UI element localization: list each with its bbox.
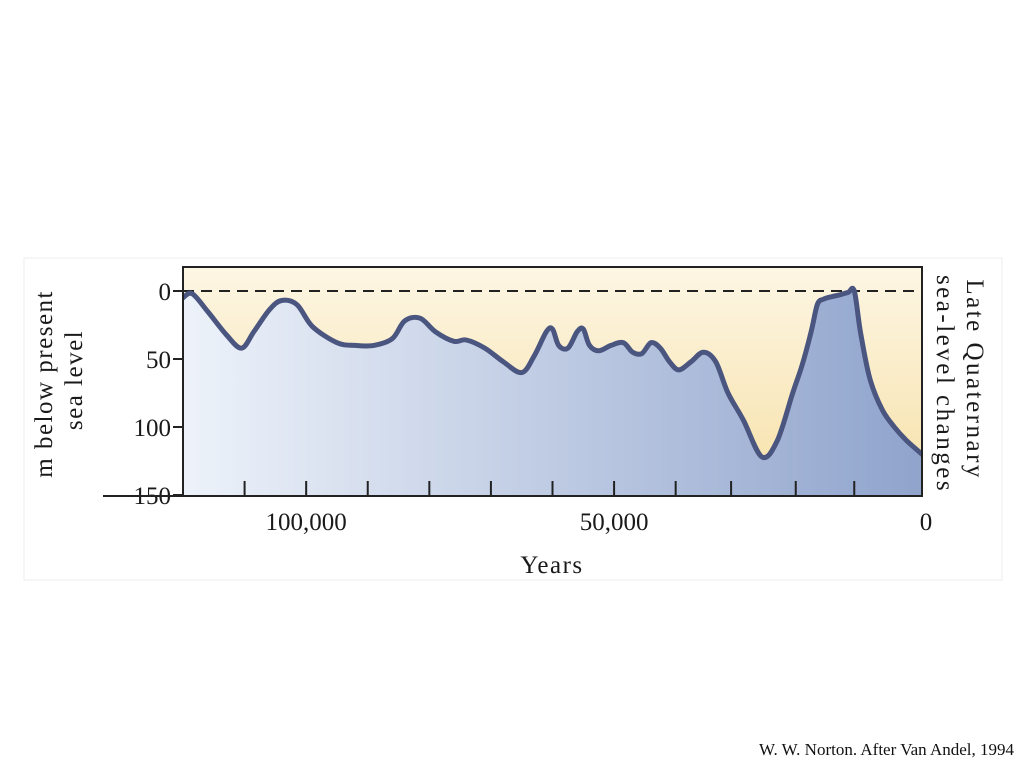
y-tick-label: 50 <box>146 347 171 374</box>
sea-level-fill <box>183 288 922 496</box>
x-tick-label: 100,000 <box>266 509 347 536</box>
y-axis-title: m below present sea level <box>31 282 88 477</box>
x-tick-label: 0 <box>920 509 933 536</box>
sea-level-curve <box>183 285 922 461</box>
x-axis: 100,000 50,000 0 <box>243 481 933 536</box>
x-tick-label: 50,000 <box>580 509 649 536</box>
y-tick-label: 100 <box>134 415 172 442</box>
image-credit: W. W. Norton. After Van Andel, 1994 <box>759 740 1014 759</box>
chart-title: Late Quaternary sea-level changes <box>931 275 988 493</box>
y-tick-label: 0 <box>159 279 172 306</box>
plot-area <box>182 266 923 497</box>
x-axis-title: Years <box>520 552 583 579</box>
chart-title-line-2: sea-level changes <box>931 275 958 493</box>
y-axis-title-line-2: sea level <box>61 330 88 430</box>
chart-title-line-1: Late Quaternary <box>961 279 988 480</box>
y-axis-title-line-1: m below present <box>31 290 58 478</box>
